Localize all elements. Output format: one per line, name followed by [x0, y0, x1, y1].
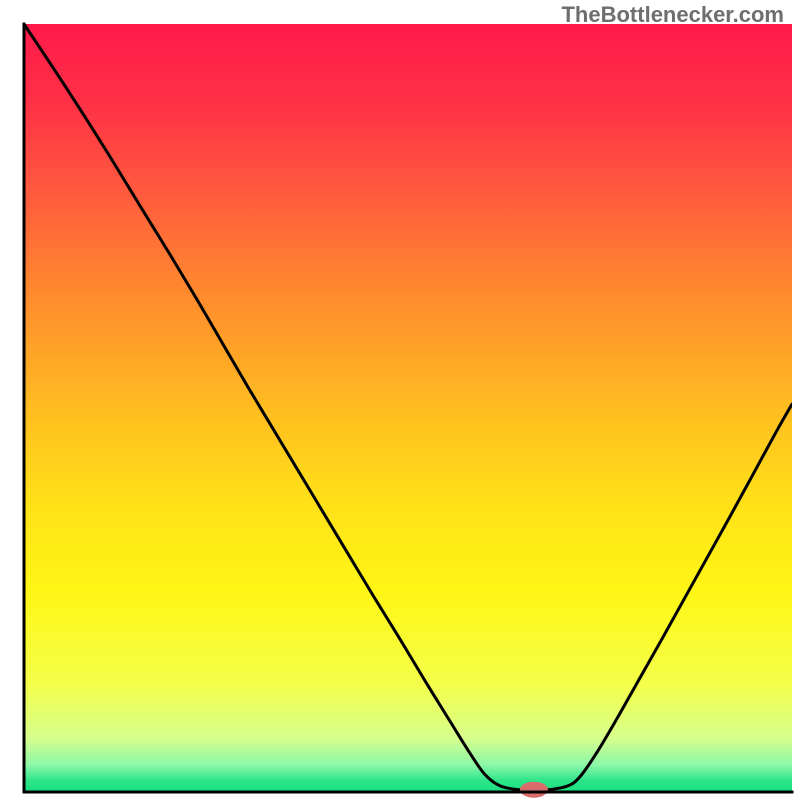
- minimum-marker: [520, 782, 548, 798]
- chart-container: TheBottlenecker.com: [0, 0, 800, 800]
- gradient-background: [24, 24, 792, 792]
- chart-svg: [0, 0, 800, 800]
